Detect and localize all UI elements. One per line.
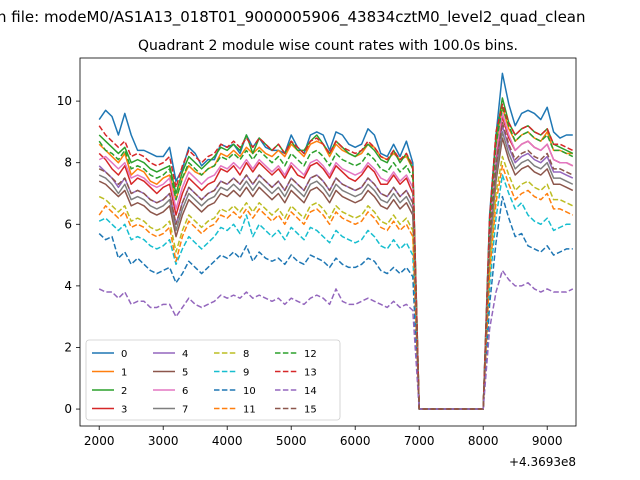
series-lines: [98, 72, 574, 410]
legend-label: 3: [121, 405, 127, 416]
series-line-5: [98, 137, 574, 410]
y-tick-label: 10: [57, 94, 72, 108]
x-tick-label: 2000: [84, 434, 115, 448]
x-axis-offset-label: +4.3693e8: [509, 455, 576, 469]
y-tick-label: 2: [64, 340, 72, 354]
chart-title: Quadrant 2 module wise count rates with …: [138, 38, 518, 54]
legend-label: 7: [182, 405, 188, 416]
legend-label: 2: [121, 386, 127, 397]
y-tick-label: 0: [64, 402, 72, 416]
series-line-13: [98, 103, 574, 410]
series-line-6: [98, 112, 574, 410]
series-line-0: [98, 72, 573, 410]
x-axis-ticks: 2000 3000 4000 5000 6000 7000 8000 9000: [84, 426, 563, 448]
x-tick-label: 4000: [212, 434, 243, 448]
legend-label: 8: [243, 349, 249, 360]
series-line-7: [98, 131, 574, 410]
legend-label: 11: [243, 405, 256, 416]
x-tick-label: 3000: [148, 434, 179, 448]
series-line-10: [98, 195, 573, 410]
figure-suptitle: n file: modeM0/AS1A13_018T01_9000005906_…: [0, 8, 586, 27]
y-axis-ticks: 0 2 4 6 8 10: [57, 94, 80, 416]
series-line-8: [98, 155, 574, 410]
legend-label: 0: [121, 349, 127, 360]
plot-frame: [79, 57, 577, 427]
series-line-9: [98, 174, 573, 410]
legend-label: 9: [243, 368, 249, 379]
x-tick-label: 8000: [468, 434, 499, 448]
x-tick-label: 9000: [532, 434, 563, 448]
legend-label: 12: [304, 349, 317, 360]
series-line-14: [98, 269, 574, 410]
y-tick-label: 8: [64, 156, 72, 170]
x-tick-label: 6000: [340, 434, 371, 448]
x-tick-label: 7000: [404, 434, 435, 448]
legend-box: [85, 339, 341, 421]
y-tick-label: 4: [64, 279, 72, 293]
legend-label: 15: [304, 405, 317, 416]
legend-label: 13: [304, 368, 317, 379]
y-tick-label: 6: [64, 217, 72, 231]
legend-label: 4: [182, 349, 188, 360]
series-line-12: [98, 106, 574, 410]
legend-label: 14: [304, 386, 317, 397]
series-line-11: [98, 165, 574, 410]
legend-label: 10: [243, 386, 256, 397]
legend-label: 6: [182, 386, 188, 397]
legend-label: 1: [121, 368, 127, 379]
legend-label: 5: [182, 368, 188, 379]
series-line-3: [98, 115, 574, 410]
series-line-15: [98, 121, 574, 410]
x-tick-label: 5000: [276, 434, 307, 448]
